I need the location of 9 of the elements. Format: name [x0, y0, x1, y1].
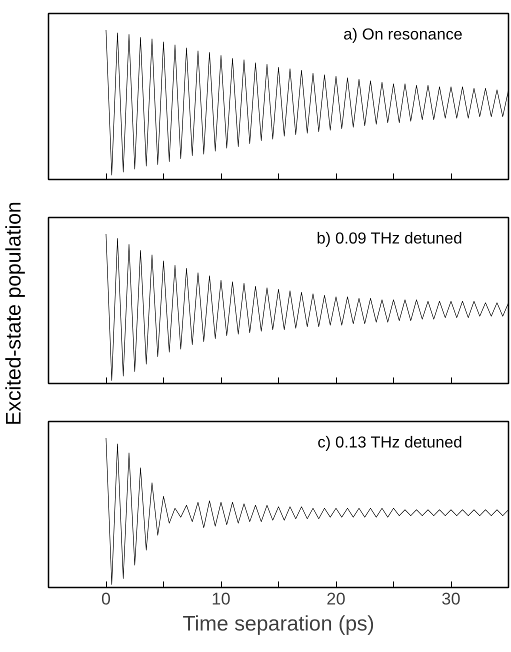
y-axis-title: Excited-state population: [2, 201, 26, 426]
x-axis-title: Time separation (ps): [182, 612, 374, 636]
chart-title: a) On resonance: [343, 26, 463, 44]
x-tick-label: 0: [101, 590, 111, 608]
chart-title: c) 0.13 THz detuned: [318, 434, 462, 452]
x-tick-label: 10: [212, 590, 230, 608]
chart-title: b) 0.09 THz detuned: [316, 230, 462, 248]
x-tick-label: 20: [326, 590, 346, 608]
x-tick-label: 30: [442, 590, 460, 608]
